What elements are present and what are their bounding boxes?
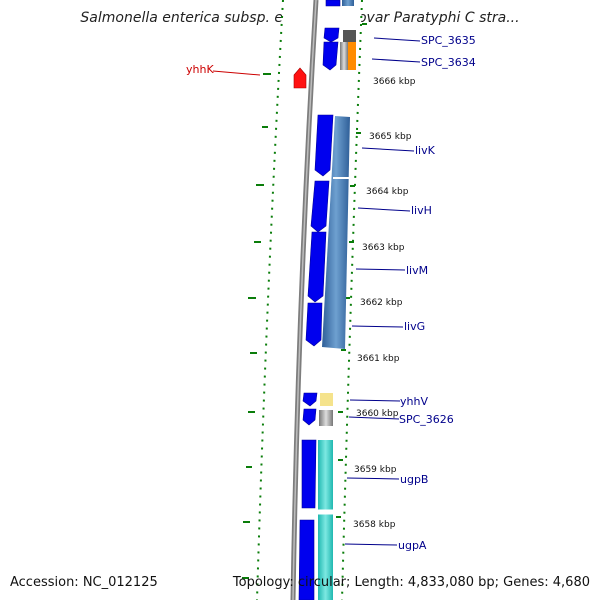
tick-label: 3658 kbp xyxy=(353,520,396,530)
tick-label: 3666 kbp xyxy=(373,77,416,87)
cds-spc3634 xyxy=(322,41,339,71)
tick-label: 3659 kbp xyxy=(354,465,397,475)
gene-label-livh[interactable]: livH xyxy=(411,204,432,217)
gene-label-yhhk[interactable]: yhhK xyxy=(186,63,214,76)
gene-label-livk[interactable]: livK xyxy=(415,144,436,157)
gene-label-ugpa[interactable]: ugpA xyxy=(398,539,427,552)
gene-label-livm[interactable]: livM xyxy=(406,264,428,277)
cds-spc3626 xyxy=(302,408,317,426)
genome-stats-text: Topology: circular; Length: 4,833,080 bp… xyxy=(232,575,590,590)
gc-content-marks xyxy=(336,23,367,518)
gene-label-yhhv[interactable]: yhhV xyxy=(400,395,428,408)
gene-label-spc3635[interactable]: SPC_3635 xyxy=(421,34,476,47)
cog-blocks xyxy=(318,0,356,600)
cds-livg xyxy=(305,302,323,347)
tick-label: 3661 kbp xyxy=(357,354,400,364)
gene-label-livg[interactable]: livG xyxy=(404,320,425,333)
cds-livk xyxy=(314,114,334,177)
accession-text: Accession: NC_012125 xyxy=(10,575,158,590)
gene-label-spc3634[interactable]: SPC_3634 xyxy=(421,56,476,69)
cds-ugpa xyxy=(298,519,315,600)
tick-label: 3660 kbp xyxy=(356,409,399,419)
label-lines xyxy=(212,37,421,546)
tick-label: 3664 kbp xyxy=(366,187,409,197)
cds-livm xyxy=(307,231,327,303)
cds-spc3635 xyxy=(323,27,340,43)
gene-label-spc3626[interactable]: SPC_3626 xyxy=(399,413,454,426)
cds-ugpb xyxy=(301,439,317,509)
tick-label: 3665 kbp xyxy=(369,132,412,142)
tick-label: 3662 kbp xyxy=(360,298,403,308)
cds-livh xyxy=(310,180,330,233)
gc-skew-marks xyxy=(242,73,271,579)
gene-label-ugpb[interactable]: ugpB xyxy=(400,473,428,486)
tick-label: 3663 kbp xyxy=(362,243,405,253)
cds-yhhv xyxy=(302,392,318,407)
cds-features[interactable] xyxy=(298,0,341,600)
cds-yhhk[interactable] xyxy=(293,67,307,89)
